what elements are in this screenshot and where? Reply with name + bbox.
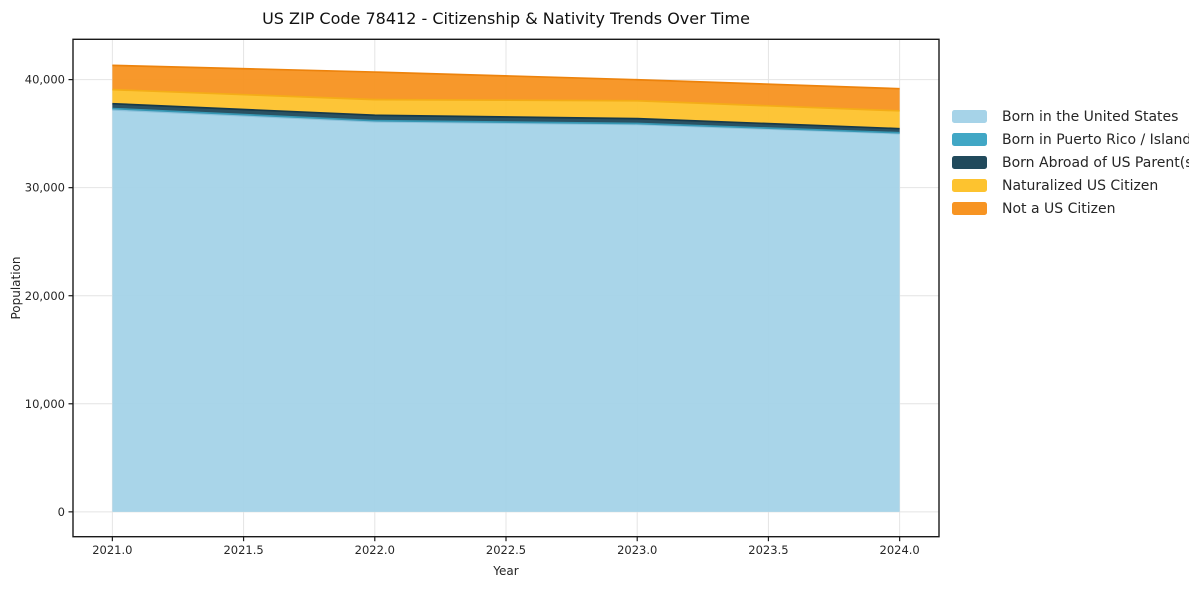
legend-item-not-citizen: Not a US Citizen [952,197,1189,220]
y-tick-label: 0 [58,505,65,519]
legend-label: Born in the United States [1002,108,1179,125]
y-tick-label: 10,000 [25,397,65,411]
legend-item-born-abroad: Born Abroad of US Parent(s) [952,151,1189,174]
area-series-3 [112,89,900,129]
legend-label: Born Abroad of US Parent(s) [1002,154,1189,171]
x-tick-label: 2021.0 [92,543,132,557]
legend-swatch-naturalized [952,179,987,192]
y-axis-label: Population [9,256,23,320]
area-edge-0 [112,109,900,135]
chart-title: US ZIP Code 78412 - Citizenship & Nativi… [262,9,750,28]
legend-item-born-us: Born in the United States [952,105,1189,128]
legend-swatch-born-us [952,110,987,123]
x-tick-label: 2021.5 [223,543,263,557]
x-tick-label: 2023.5 [748,543,788,557]
y-tick-label: 30,000 [25,181,65,195]
x-tick-label: 2022.5 [486,543,526,557]
area-series-0 [112,109,900,512]
area-edge-1 [112,107,900,134]
y-tick-label: 40,000 [25,73,65,87]
legend-item-puerto-rico: Born in Puerto Rico / Islands [952,128,1189,151]
legend-swatch-puerto-rico [952,133,987,146]
area-edge-2 [112,102,900,130]
x-axis-label: Year [493,564,519,578]
area-edge-4 [112,64,900,90]
x-tick-label: 2024.0 [880,543,920,557]
legend: Born in the United States Born in Puerto… [952,105,1189,220]
x-tick-label: 2023.0 [617,543,657,557]
area-series-4 [112,65,900,111]
y-tick-label: 20,000 [25,289,65,303]
legend-item-naturalized: Naturalized US Citizen [952,174,1189,197]
x-tick-label: 2022.0 [355,543,395,557]
area-edge-3 [112,88,900,112]
legend-swatch-born-abroad [952,156,987,169]
legend-label: Not a US Citizen [1002,200,1116,217]
legend-label: Born in Puerto Rico / Islands [1002,131,1189,148]
legend-swatch-not-citizen [952,202,987,215]
legend-label: Naturalized US Citizen [1002,177,1159,194]
